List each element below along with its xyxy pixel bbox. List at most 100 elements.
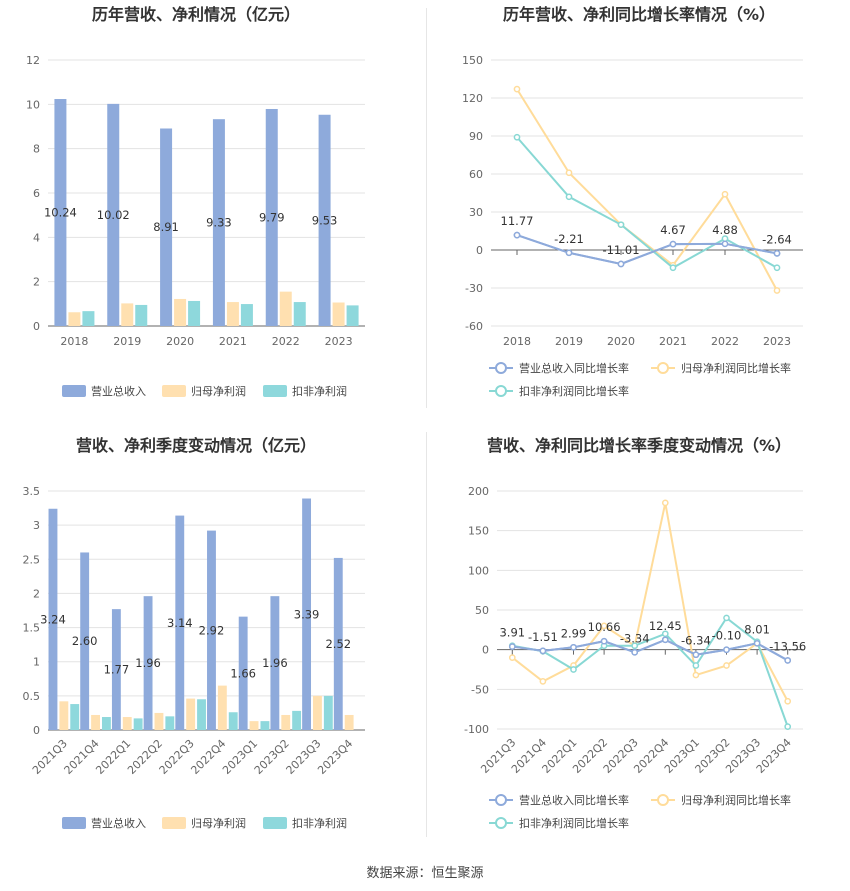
y-tick-label: 100: [468, 564, 489, 577]
legend-marker: [495, 362, 507, 374]
chart-title: 历年营收、净利同比增长率情况（%）: [503, 5, 775, 24]
bar-revenue: [107, 103, 120, 326]
bar-data-label: 2.52: [325, 637, 351, 651]
y-tick-label: 1.5: [23, 622, 41, 635]
legend-marker: [495, 817, 507, 829]
line-data-label: -2.64: [762, 232, 792, 246]
bar-net-profit: [121, 303, 134, 326]
revenue-growth-point: [513, 231, 521, 239]
chart-title: 历年营收、净利情况（亿元）: [92, 5, 300, 24]
bar-deducted-profit: [228, 712, 238, 730]
series-point: [565, 193, 573, 201]
series-point: [773, 287, 781, 294]
bar-deducted-profit: [188, 300, 201, 326]
bar-data-label: 8.91: [153, 220, 179, 234]
bar-data-label: 1.96: [262, 656, 288, 670]
bar-deducted-profit: [82, 311, 95, 326]
y-tick-label: 8: [33, 143, 40, 156]
bar-revenue: [80, 552, 90, 730]
series-point: [513, 85, 521, 93]
series-point: [669, 264, 677, 272]
x-tick-label: 2022: [711, 335, 739, 348]
line-data-label: 11.77: [501, 214, 534, 228]
revenue-growth-point: [570, 643, 577, 651]
legend-label: 归母净利润同比增长率: [681, 361, 791, 375]
series-line: [516, 88, 778, 292]
bar-deducted-profit: [135, 304, 148, 326]
line-data-label: 4.67: [660, 223, 686, 237]
y-tick-label: 2: [33, 276, 40, 289]
bar-deducted-profit: [240, 304, 253, 326]
quarterly-revenue-chart: 营收、净利季度变动情况（亿元） 0 0.5 1 1.5 2 2.5 3 3.5 2021Q3 202…: [0, 425, 425, 845]
bar-net-profit: [68, 312, 81, 326]
y-tick-label: 3.5: [23, 485, 41, 498]
revenue-growth-point: [773, 249, 781, 257]
bar-net-profit: [154, 712, 164, 730]
legend-marker: [495, 385, 507, 397]
revenue-growth-line: [516, 234, 778, 265]
bar-net-profit: [313, 695, 322, 730]
bar-revenue: [207, 530, 216, 730]
bar-revenue: [143, 596, 153, 730]
series-line: [511, 502, 789, 702]
revenue-growth-line: [512, 638, 789, 662]
line-data-label: -13.56: [769, 639, 806, 653]
bar-data-label: 1.66: [230, 666, 256, 680]
bar-revenue: [333, 557, 343, 730]
legend-label: 归母净利润: [191, 384, 246, 398]
bar-data-label: 10.24: [44, 206, 77, 220]
bar-net-profit: [226, 302, 239, 326]
revenue-growth-point: [565, 249, 573, 257]
bar-deducted-profit: [260, 721, 270, 730]
x-tick-label: 2022: [272, 335, 300, 348]
line-data-label: 10.66: [588, 620, 621, 634]
bar-revenue: [318, 114, 331, 326]
quarterly-growth-chart-svg: 营收、净利同比增长率季度变动情况（%）-100-5005010015020020…: [464, 436, 806, 830]
revenue-growth-point: [721, 240, 729, 248]
revenue-growth-point: [784, 657, 792, 664]
y-tick-label: 12: [26, 54, 40, 67]
bar-revenue: [54, 99, 67, 326]
bar-net-profit: [174, 298, 187, 326]
bar-data-label: 3.39: [294, 607, 320, 621]
x-tick-label: 2023: [325, 335, 353, 348]
legend-label: 归母净利润: [191, 816, 246, 830]
y-tick-label: -30: [465, 282, 483, 295]
bar-net-profit: [249, 721, 259, 730]
line-data-label: -11.01: [602, 243, 639, 257]
legend-marker: [657, 794, 669, 806]
annual-revenue-chart: 历年营收、净利情况（亿元） 0 2 4 6 8 10 12 2018 2019 2020 2021 20…: [0, 0, 425, 410]
bar-revenue: [212, 119, 225, 326]
bar-deducted-profit: [323, 695, 333, 730]
revenue-growth-point: [508, 643, 516, 650]
y-tick-label: -50: [471, 683, 489, 696]
series-point: [600, 622, 608, 630]
bar-data-label: 2.92: [199, 623, 225, 637]
legend-label: 扣非净利润: [292, 816, 347, 830]
bar-net-profit: [186, 698, 196, 730]
line-data-label: -0.10: [712, 629, 742, 643]
line-data-label: 12.45: [649, 619, 682, 633]
y-tick-label: 200: [468, 485, 489, 498]
legend-label: 营业总收入: [91, 816, 146, 830]
quarterly-growth-chart: 营收、净利同比增长率季度变动情况（%） -100 -50 0 50 100 150 200 20…: [427, 425, 850, 845]
line-data-label: -2.21: [554, 232, 584, 246]
y-tick-label: 120: [462, 92, 483, 105]
y-tick-label: 0: [482, 644, 489, 657]
bar-revenue: [270, 596, 280, 730]
vertical-divider-top: [426, 8, 427, 408]
series-line: [512, 616, 789, 727]
legend-label: 营业总收入同比增长率: [519, 793, 629, 807]
bar-net-profit: [279, 291, 292, 326]
revenue-growth-point: [539, 647, 547, 655]
line-data-label: 2.99: [561, 626, 587, 640]
bar-revenue: [160, 128, 173, 326]
legend-swatch: [62, 385, 86, 397]
legend-swatch: [263, 385, 287, 397]
series-point: [565, 169, 573, 177]
bar-data-label: 3.14: [167, 616, 193, 630]
bar-data-label: 9.53: [312, 213, 338, 227]
y-tick-label: 150: [462, 54, 483, 67]
x-tick-label: 2018: [503, 335, 531, 348]
bar-net-profit: [91, 714, 100, 730]
